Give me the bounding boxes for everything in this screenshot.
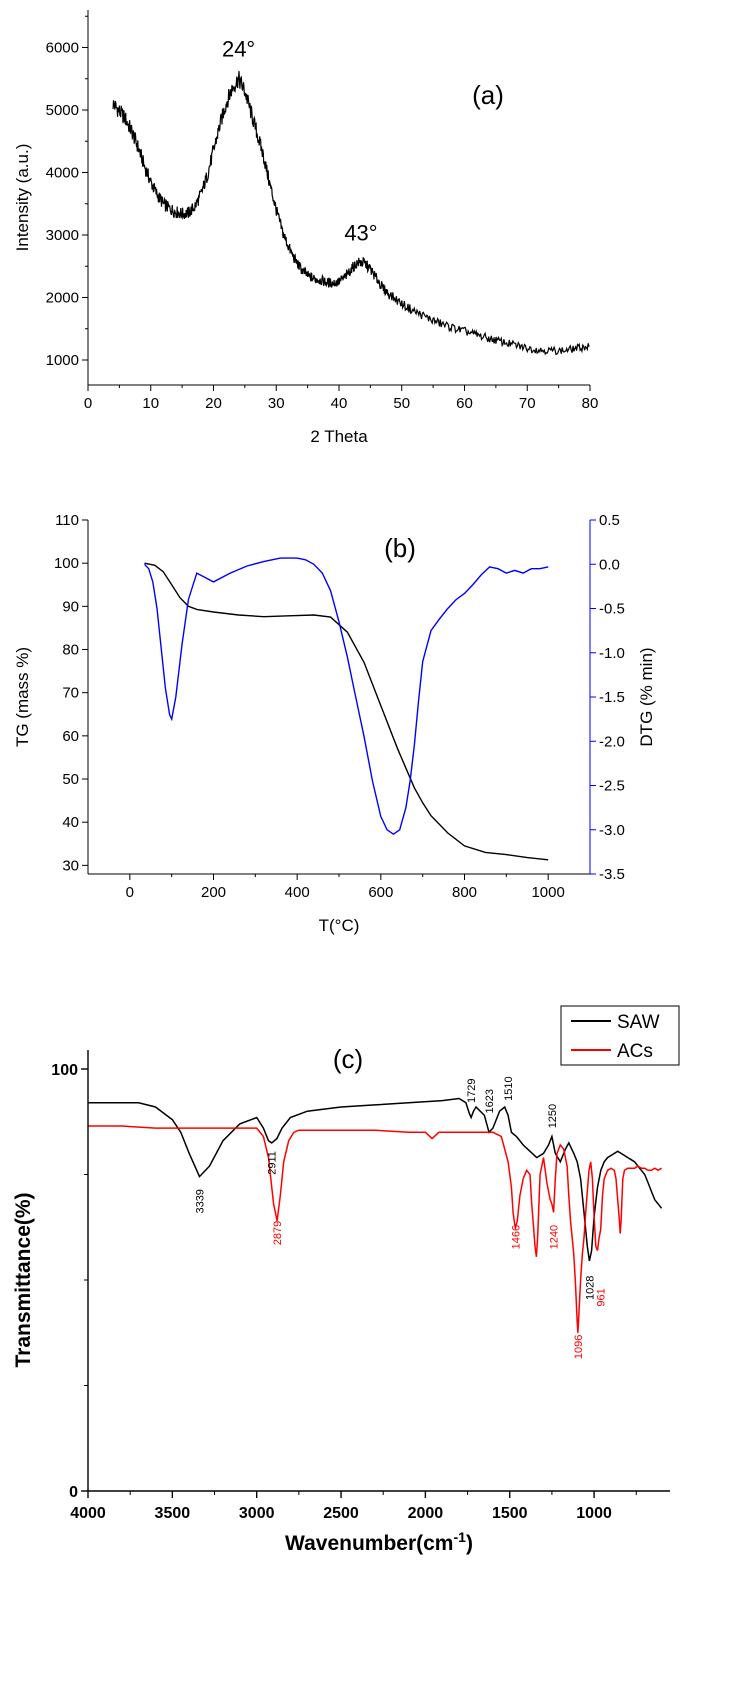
peak-label: 1623 [484, 1089, 496, 1113]
y-tick-label: 70 [62, 685, 79, 702]
x-tick-label: 3000 [239, 1505, 275, 1522]
x-tick-label: 3500 [155, 1505, 191, 1522]
peak-annotation: 43° [344, 221, 377, 246]
y-tick-label: 6000 [46, 40, 79, 57]
y-tick-label: 50 [62, 771, 79, 788]
legend-label-acs: ACs [617, 1041, 653, 1062]
y-tick-label: 30 [62, 857, 79, 874]
y-tick-label: 100 [51, 1062, 78, 1079]
spectrum-saw [88, 1097, 663, 1262]
x-tick-label: 400 [285, 884, 310, 901]
x-axis-title: T(°C) [319, 916, 360, 935]
y-axis-title: Transmittance(%) [12, 1192, 35, 1367]
x-tick-label: 20 [205, 395, 222, 412]
legend-box [560, 1005, 680, 1066]
x-tick-label: 2000 [408, 1505, 444, 1522]
y-tick-label: 90 [62, 598, 79, 615]
y-tick-label: 2000 [46, 290, 79, 307]
xrd-trace [112, 71, 590, 356]
y2-tick-label: 0.5 [599, 512, 620, 529]
x-tick-label: 0 [126, 884, 134, 901]
x-tick-label: 70 [519, 395, 536, 412]
x-tick-label: 80 [582, 395, 599, 412]
peak-label: 1510 [503, 1076, 515, 1100]
peak-annotation: 24° [222, 36, 255, 61]
tg-curve [144, 562, 549, 861]
x-tick-label: 1000 [576, 1505, 612, 1522]
x-tick-label: 4000 [70, 1505, 106, 1522]
legend-label-saw: SAW [617, 1012, 660, 1033]
peak-label: 961 [596, 1288, 608, 1306]
x-tick-label: 600 [368, 884, 393, 901]
panel-label: (c) [333, 1044, 363, 1074]
x-tick-label: 0 [84, 395, 92, 412]
peak-label: 1028 [584, 1276, 596, 1300]
x-tick-label: 1000 [531, 884, 564, 901]
x-tick-label: 200 [201, 884, 226, 901]
y-axis-title: Intensity (a.u.) [13, 144, 32, 252]
y-tick-label: 40 [62, 814, 79, 831]
x-axis-title: 2 Theta [310, 427, 368, 446]
x-tick-label: 10 [142, 395, 159, 412]
y-tick-label: 3000 [46, 227, 79, 244]
ftir-chart: 4000 3500 3000 2500 2000 1500 1000 0 100 Wavenumb… [12, 1005, 680, 1555]
xrd-chart: 0 10 20 30 40 50 60 70 80 1000 2000 3000 4000 5000 600… [13, 10, 599, 446]
x-axis-title: Wavenumber(cm-1) [285, 1529, 473, 1555]
y-tick-label: 5000 [46, 102, 79, 119]
x-tick-label: 1500 [492, 1505, 528, 1522]
y-tick-label: 4000 [46, 165, 79, 182]
panel-label: (b) [384, 533, 416, 563]
x-axis-title-main: Wavenumber(cm [285, 1532, 453, 1555]
y2-tick-label: -0.5 [599, 601, 625, 618]
x-tick-label: 800 [452, 884, 477, 901]
y2-tick-label: -1.5 [599, 689, 625, 706]
y2-tick-label: 0.0 [599, 556, 620, 573]
y-tick-label: 0 [69, 1484, 78, 1501]
y2-tick-label: -1.0 [599, 645, 625, 662]
peak-label: 3339 [195, 1189, 207, 1213]
spectrum-acs [88, 1125, 662, 1333]
peak-label: 1240 [549, 1225, 561, 1249]
peak-label: 2911 [267, 1151, 279, 1175]
peak-label: 1250 [547, 1104, 559, 1128]
tga-chart: 0 200 400 600 800 1000 30 40 50 60 70 80 90 100 110 -3.… [13, 512, 656, 935]
x-tick-label: 2500 [323, 1505, 359, 1522]
peak-label: 2879 [272, 1221, 284, 1245]
x-tick-label: 40 [331, 395, 348, 412]
panel-label: (a) [472, 80, 504, 110]
y-tick-label: 80 [62, 642, 79, 659]
peak-label: 1729 [466, 1078, 478, 1102]
peak-label: 1096 [573, 1335, 585, 1359]
y-tick-label: 1000 [46, 352, 79, 369]
y2-axis-title: DTG (% min) [637, 647, 656, 746]
y-tick-label: 60 [62, 728, 79, 745]
x-tick-label: 50 [393, 395, 410, 412]
y2-tick-label: -3.0 [599, 822, 625, 839]
x-axis-title-end: ) [466, 1532, 473, 1555]
y-tick-label: 100 [54, 555, 79, 572]
y-tick-label: 110 [55, 512, 79, 529]
dtg-curve [143, 557, 549, 836]
y2-tick-label: -2.5 [599, 778, 625, 795]
y-axis-title: TG (mass %) [13, 647, 32, 747]
peak-label: 1466 [510, 1225, 522, 1249]
x-tick-label: 30 [268, 395, 285, 412]
y2-tick-label: -3.5 [599, 866, 625, 883]
y2-tick-label: -2.0 [599, 733, 625, 750]
x-axis-title-sup: -1 [453, 1529, 466, 1545]
x-tick-label: 60 [456, 395, 473, 412]
